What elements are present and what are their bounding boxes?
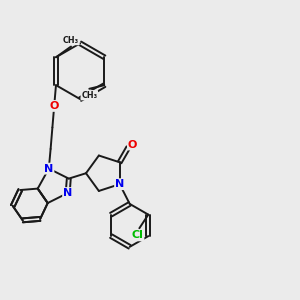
Text: Cl: Cl xyxy=(132,230,143,240)
Text: CH₃: CH₃ xyxy=(81,91,98,100)
Text: O: O xyxy=(128,140,137,149)
Text: O: O xyxy=(50,101,59,111)
Text: N: N xyxy=(44,164,53,174)
Text: N: N xyxy=(63,188,72,198)
Text: N: N xyxy=(115,179,124,189)
Text: CH₃: CH₃ xyxy=(63,36,79,45)
